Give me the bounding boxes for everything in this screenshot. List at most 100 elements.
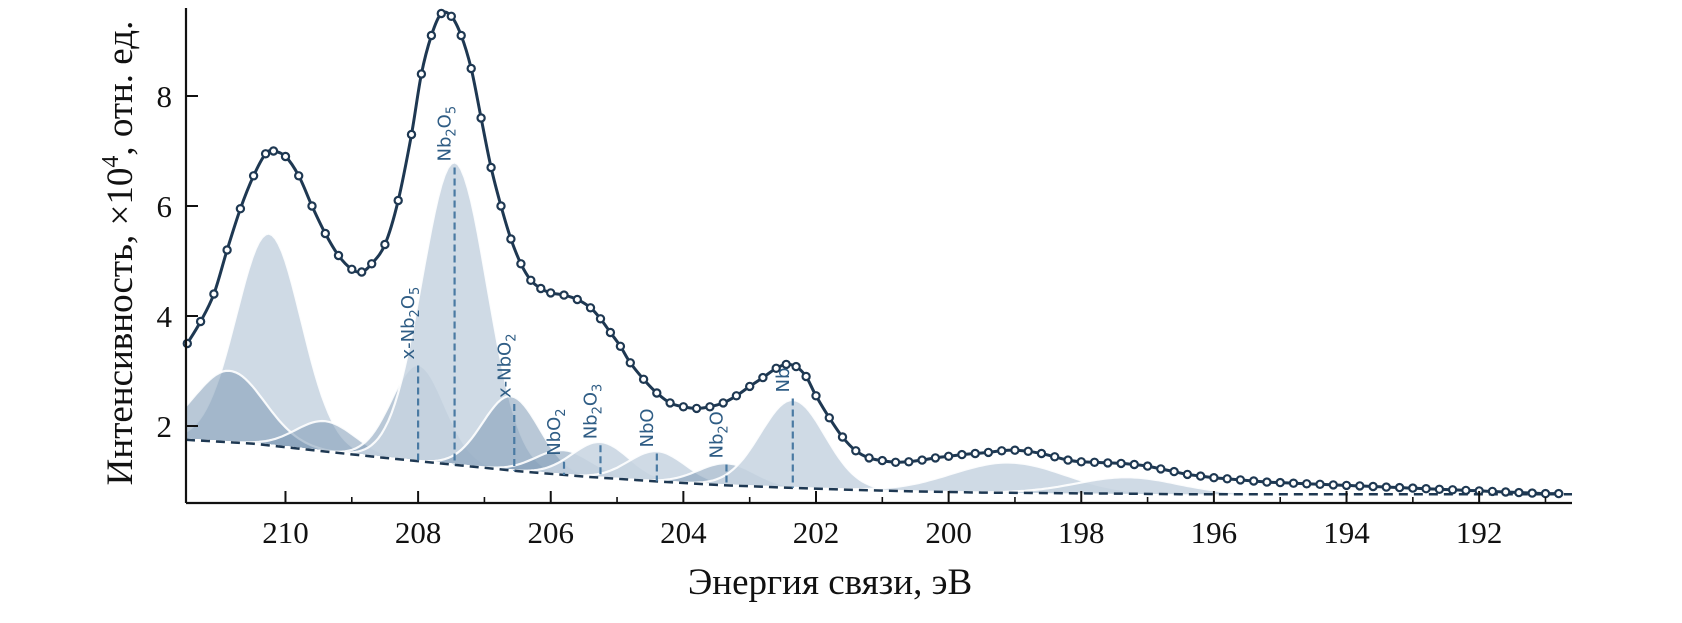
data-point bbox=[1368, 481, 1378, 492]
y-axis-label-tail: , отн. ед. bbox=[100, 21, 141, 156]
data-point bbox=[446, 11, 456, 21]
axes: 210 208 206 204 202 200 198 196 194 192 2 4 6 8 bbox=[157, 8, 1572, 550]
data-point bbox=[1023, 446, 1033, 456]
data-point bbox=[1500, 487, 1511, 497]
data-point bbox=[638, 374, 649, 384]
data-point bbox=[546, 288, 556, 298]
data-point bbox=[526, 275, 536, 285]
data-point bbox=[235, 203, 246, 214]
data-point bbox=[824, 413, 835, 423]
peak-markers: x-Nb2O5 Nb2O5 x-NbO2 NbO2 Nb2O3 NbO Nb2O Nb bbox=[398, 106, 794, 488]
x-tick-label: 208 bbox=[395, 515, 442, 550]
data-point bbox=[466, 63, 476, 74]
peak-marker-label: Nb bbox=[773, 368, 794, 393]
data-point bbox=[320, 228, 330, 239]
peak-marker-label: Nb2O bbox=[707, 411, 732, 458]
data-point bbox=[943, 451, 954, 461]
data-point bbox=[811, 391, 821, 401]
x-tick-label: 206 bbox=[527, 515, 574, 550]
data-point bbox=[347, 264, 357, 274]
peak-marker-label: NbO bbox=[637, 408, 658, 447]
data-point bbox=[917, 455, 927, 465]
data-point bbox=[1328, 480, 1339, 490]
data-point bbox=[1036, 448, 1047, 459]
data-point bbox=[1315, 479, 1325, 489]
data-point bbox=[476, 113, 486, 123]
y-tick-label: 2 bbox=[157, 409, 173, 444]
data-point bbox=[516, 259, 526, 269]
data-point bbox=[1248, 476, 1259, 486]
y-tick-label: 6 bbox=[157, 189, 173, 224]
data-point bbox=[997, 446, 1007, 456]
data-point bbox=[771, 363, 781, 373]
x-tick-label: 204 bbox=[660, 515, 707, 550]
x-tick-label: 198 bbox=[1058, 515, 1105, 550]
data-point bbox=[1182, 469, 1193, 480]
data-point bbox=[665, 398, 675, 408]
data-point bbox=[1514, 487, 1524, 498]
data-point bbox=[1156, 464, 1166, 474]
data-point bbox=[307, 201, 317, 211]
data-point bbox=[506, 234, 516, 244]
data-point bbox=[731, 391, 742, 401]
data-point bbox=[357, 267, 367, 277]
data-point bbox=[559, 290, 569, 300]
peak-marker-label: x-Nb2O5 bbox=[398, 287, 423, 360]
data-point bbox=[268, 146, 279, 156]
data-point bbox=[536, 283, 546, 294]
data-point bbox=[1076, 457, 1087, 467]
data-point bbox=[678, 402, 689, 412]
data-point bbox=[426, 30, 437, 41]
data-point bbox=[605, 327, 616, 338]
data-point bbox=[456, 30, 466, 41]
data-point bbox=[1540, 488, 1551, 499]
data-point bbox=[1355, 481, 1365, 491]
x-tick-label: 192 bbox=[1456, 515, 1503, 550]
data-point bbox=[182, 338, 192, 349]
data-point bbox=[248, 171, 259, 181]
y-tick-label: 8 bbox=[157, 79, 173, 114]
data-point bbox=[851, 446, 861, 456]
data-point bbox=[436, 8, 446, 19]
data-point bbox=[486, 162, 496, 173]
data-point bbox=[1010, 445, 1020, 455]
data-point bbox=[1434, 484, 1445, 494]
data-point bbox=[1301, 479, 1312, 489]
peak-marker-label: Nb2O5 bbox=[435, 106, 460, 162]
y-tick-label: 4 bbox=[157, 299, 173, 334]
data-point bbox=[280, 151, 291, 162]
x-tick-label: 194 bbox=[1323, 515, 1370, 550]
data-point bbox=[745, 381, 755, 392]
data-point bbox=[801, 371, 811, 382]
data-point bbox=[585, 303, 596, 313]
data-point bbox=[1275, 477, 1285, 488]
data-point bbox=[890, 457, 901, 467]
data-point bbox=[572, 294, 583, 305]
data-point bbox=[1129, 459, 1140, 470]
data-point bbox=[496, 201, 506, 211]
data-point bbox=[1116, 458, 1126, 469]
data-point bbox=[195, 316, 206, 327]
data-point bbox=[1288, 478, 1299, 488]
data-point bbox=[595, 314, 606, 324]
y-axis-label: Интенсивность, ×104, отн. ед. bbox=[98, 21, 141, 486]
data-point bbox=[1235, 475, 1246, 485]
data-point bbox=[970, 448, 980, 459]
data-point bbox=[1262, 477, 1272, 487]
data-point bbox=[294, 171, 304, 181]
data-point bbox=[791, 361, 801, 372]
data-point bbox=[1063, 455, 1073, 465]
data-point bbox=[1142, 461, 1153, 471]
data-point bbox=[652, 388, 662, 398]
data-point bbox=[1195, 471, 1206, 481]
x-tick-label: 200 bbox=[925, 515, 972, 550]
data-point bbox=[877, 455, 888, 466]
data-point bbox=[1553, 488, 1564, 499]
data-point bbox=[718, 398, 728, 408]
experimental-points bbox=[182, 8, 1564, 499]
data-point bbox=[333, 250, 344, 261]
y-axis-label-exponent: 4 bbox=[98, 156, 124, 168]
peak-marker-label: NbO2 bbox=[544, 408, 569, 455]
data-point bbox=[904, 457, 914, 467]
